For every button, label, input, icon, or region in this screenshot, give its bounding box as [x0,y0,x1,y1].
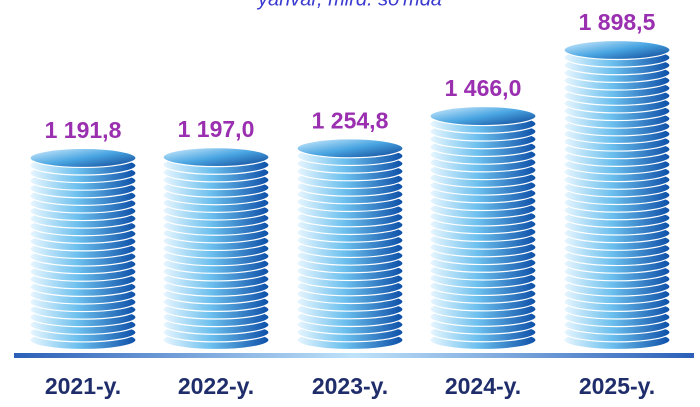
x-tick-label: 2024-y. [445,373,521,399]
baseline [14,353,694,358]
coin-top [29,147,137,169]
value-label: 1 191,8 [45,117,122,143]
coin-stack [296,138,404,351]
x-tick-label: 2023-y. [312,373,388,399]
chart-subtitle: yanvar, mlrd. so'mda [256,0,442,10]
value-label: 1 197,0 [178,116,255,142]
coin-stack [29,147,137,351]
x-tick-label: 2021-y. [45,373,121,399]
coin-top [563,39,671,61]
value-label: 1 898,5 [579,9,656,35]
coin-top [296,138,404,159]
coin-top [429,105,537,127]
x-tick-label: 2025-y. [579,373,655,399]
value-label: 1 466,0 [445,75,522,101]
x-tick-label: 2022-y. [178,373,254,399]
coin-top [162,147,270,168]
coin-stack [563,39,671,351]
coin-stack [429,105,537,351]
coin-stack [162,147,270,351]
value-label: 1 254,8 [312,107,389,133]
